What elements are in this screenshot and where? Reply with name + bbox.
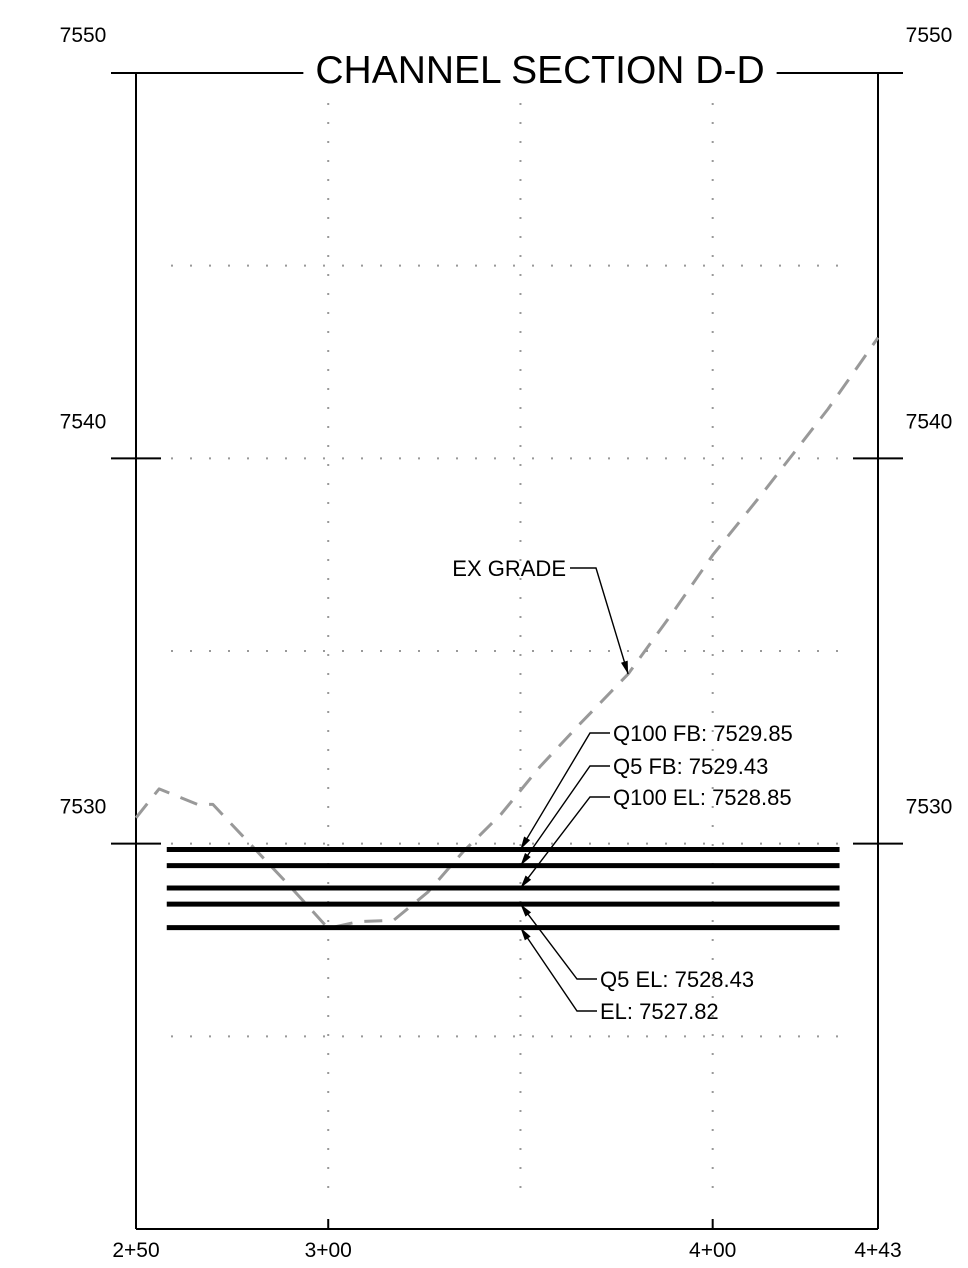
chart-title: CHANNEL SECTION D-D: [315, 49, 764, 92]
annotations: EX GRADE Q100 FB: 7529.85 Q5 FB: 7529.43 Q1…: [452, 556, 793, 1024]
annotation-label: Q5 FB: 7529.43: [613, 754, 768, 779]
leader-arrowhead: [620, 660, 629, 675]
y-tick-label-right: 7530: [906, 796, 953, 819]
y-tick-label-left: 7550: [60, 24, 107, 47]
water-levels: [166, 846, 840, 931]
annotation-label: Q100 FB: 7529.85: [613, 721, 793, 746]
y-tick-label-right: 7550: [906, 24, 953, 47]
title-background: [303, 69, 777, 77]
y-tick-label-right: 7540: [906, 410, 953, 433]
title-block: CHANNEL SECTION D-D: [303, 49, 777, 92]
y-tick-label-left: 7540: [60, 410, 107, 433]
annotation-label: EX GRADE: [452, 556, 566, 581]
leader-line: [519, 903, 597, 980]
series: [134, 336, 880, 930]
leader-arrowhead: [520, 836, 531, 850]
leader-arrowhead: [520, 852, 531, 866]
leader-arrowhead: [520, 927, 531, 941]
leader-line: [519, 796, 610, 889]
axis-ticks: 7530 7530 7540 7540 7550 7550 2+50 3+00 4+00 4+43: [60, 24, 953, 1262]
leader-line: [519, 732, 610, 850]
ex-grade-line: [134, 336, 880, 930]
x-tick-label: 2+50: [112, 1239, 159, 1262]
leader-arrowhead: [520, 904, 532, 917]
grid: [171, 103, 848, 1199]
leader-arrowhead: [520, 875, 532, 888]
leader-line: [519, 927, 597, 1012]
x-tick-label: 4+00: [689, 1239, 736, 1262]
y-tick-label-left: 7530: [60, 796, 107, 819]
x-tick-label: 4+43: [854, 1239, 901, 1262]
leader-line: [519, 765, 610, 867]
x-tick-label: 3+00: [305, 1239, 352, 1262]
leader-line: [570, 567, 629, 675]
plot-frame: [111, 72, 903, 1230]
annotation-label: Q5 EL: 7528.43: [600, 967, 754, 992]
annotation-label: EL: 7527.82: [600, 999, 719, 1024]
annotation-label: Q100 EL: 7528.85: [613, 785, 792, 810]
